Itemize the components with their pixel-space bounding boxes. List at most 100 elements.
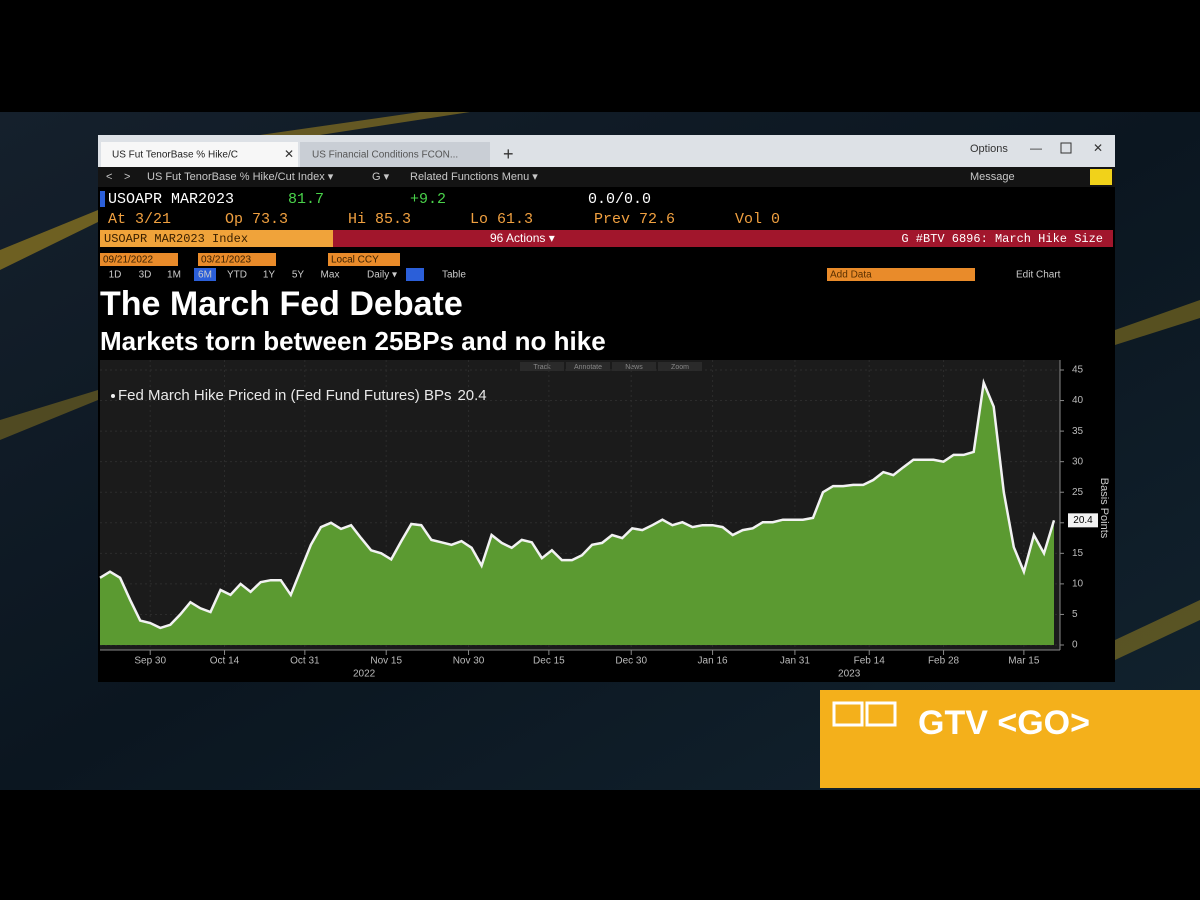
period-button[interactable]: 5Y: [292, 270, 305, 281]
message[interactable]: Message: [970, 171, 1015, 183]
chart-tab[interactable]: [520, 362, 564, 371]
chart-tab[interactable]: [566, 362, 610, 371]
story-link[interactable]: G #BTV 6896: March Hike Size: [901, 232, 1103, 246]
x-tick-label: Nov 15: [370, 656, 402, 667]
add-data-field[interactable]: [827, 268, 975, 281]
change: +9.2: [410, 191, 446, 208]
chart-tab[interactable]: [612, 362, 656, 371]
period-button[interactable]: 3D: [139, 270, 152, 281]
legend: Fed March Hike Priced in (Fed Fund Futur…: [118, 387, 487, 404]
toolbar: [98, 167, 1115, 187]
new-tab[interactable]: +: [503, 144, 514, 164]
last-value-box: [1068, 513, 1098, 528]
x-tick-label: Nov 30: [453, 656, 485, 667]
chart-title: The March Fed Debate: [100, 285, 463, 323]
low: Lo 61.3: [470, 211, 533, 228]
ticker: USOAPR MAR2023: [108, 191, 234, 208]
last-value-label: 20.4: [1073, 515, 1093, 526]
high: Hi 85.3: [348, 211, 411, 228]
banner-icon: [865, 701, 897, 727]
y-tick-label: 35: [1072, 426, 1084, 437]
start-date[interactable]: 09/21/2022: [103, 255, 153, 266]
x-tick-label: Dec 15: [533, 656, 565, 667]
x-tick-label: Feb 28: [928, 656, 960, 667]
related-menu[interactable]: Related Functions Menu ▾: [410, 171, 538, 183]
security-bar: [100, 230, 333, 247]
tab-title[interactable]: US Financial Conditions FCON...: [312, 150, 458, 161]
last-price: 81.7: [288, 191, 324, 208]
period-button[interactable]: 1D: [109, 270, 122, 281]
legend-value: 20.4: [457, 387, 486, 404]
period-button[interactable]: Max: [321, 270, 340, 281]
ticker-marker: [100, 191, 105, 207]
area: [100, 382, 1054, 645]
chart-tab-label[interactable]: Track: [533, 364, 551, 371]
edit-chart[interactable]: Edit Chart: [1016, 270, 1061, 281]
chart-tab-label[interactable]: Zoom: [671, 364, 689, 371]
options-menu[interactable]: Options: [970, 143, 1008, 155]
terminal-window: US Fut TenorBase % Hike/C ✕ US Financial…: [98, 135, 1115, 682]
period-active[interactable]: [194, 268, 216, 281]
year-label: 2023: [838, 669, 861, 680]
date-field[interactable]: [198, 253, 276, 266]
period-button[interactable]: 1M: [167, 270, 181, 281]
date-field[interactable]: [100, 253, 178, 266]
banner-icon: [832, 701, 864, 727]
bid-ask: 0.0/0.0: [588, 191, 651, 208]
tab[interactable]: [101, 142, 298, 167]
y-tick-label: 10: [1072, 579, 1084, 590]
chart-tab[interactable]: [658, 362, 702, 371]
forward[interactable]: >: [124, 171, 130, 183]
actions-menu[interactable]: 96 Actions ▾: [490, 231, 555, 245]
currency[interactable]: Local CCY: [331, 255, 379, 266]
x-tick-label: Feb 14: [854, 656, 886, 667]
period-button[interactable]: 1Y: [263, 270, 276, 281]
period-button[interactable]: YTD: [227, 270, 247, 281]
close[interactable]: ✕: [1093, 141, 1103, 155]
y-tick-label: 15: [1072, 548, 1084, 559]
security-menu[interactable]: US Fut TenorBase % Hike/Cut Index ▾: [147, 171, 334, 183]
x-tick-label: Mar 15: [1008, 656, 1040, 667]
tab-title[interactable]: US Fut TenorBase % Hike/C: [112, 150, 238, 161]
x-tick-label: Jan 16: [698, 656, 728, 667]
gtv-banner: [820, 690, 1200, 788]
frequency[interactable]: Daily ▾: [367, 270, 397, 281]
banner-text: GTV <GO>: [918, 704, 1090, 742]
period-button[interactable]: 6M: [198, 270, 212, 281]
action-bar: [333, 230, 1113, 247]
year-label: 2022: [353, 669, 376, 680]
currency-field[interactable]: [328, 253, 400, 266]
legend-bullet: [111, 394, 115, 398]
legend-name: Fed March Hike Priced in (Fed Fund Futur…: [118, 387, 451, 404]
tab-close[interactable]: ✕: [284, 147, 294, 161]
prev: Prev 72.6: [594, 211, 675, 228]
table-button[interactable]: Table: [442, 270, 466, 281]
chart-subtitle: Markets torn between 25BPs and no hike: [100, 326, 606, 356]
chart-tab-label[interactable]: Annotate: [574, 364, 602, 371]
help-button[interactable]: [1090, 169, 1112, 185]
streak: [0, 390, 98, 440]
x-tick-label: Dec 30: [615, 656, 647, 667]
x-tick-label: Sep 30: [134, 656, 166, 667]
add-data[interactable]: Add Data: [830, 270, 872, 281]
open: Op 73.3: [225, 211, 288, 228]
g-menu[interactable]: G ▾: [372, 171, 390, 183]
y-tick-label: 40: [1072, 395, 1084, 406]
volume: Vol 0: [735, 211, 780, 228]
end-date[interactable]: 03/21/2023: [201, 255, 251, 266]
maximize[interactable]: [1060, 142, 1072, 154]
minimize[interactable]: —: [1030, 141, 1042, 155]
y-tick-label: 5: [1072, 609, 1078, 620]
security-label: USOAPR MAR2023 Index: [104, 232, 248, 246]
chart-tab-label[interactable]: News: [625, 364, 643, 371]
streak: [1115, 600, 1200, 660]
y-tick-label: 30: [1072, 456, 1084, 467]
y-axis-label: Basis Points: [1098, 478, 1110, 539]
back[interactable]: <: [106, 171, 112, 183]
chart-icon[interactable]: [406, 268, 424, 281]
tab[interactable]: [300, 142, 490, 167]
y-tick-label: 25: [1072, 487, 1084, 498]
streak: [0, 210, 98, 270]
